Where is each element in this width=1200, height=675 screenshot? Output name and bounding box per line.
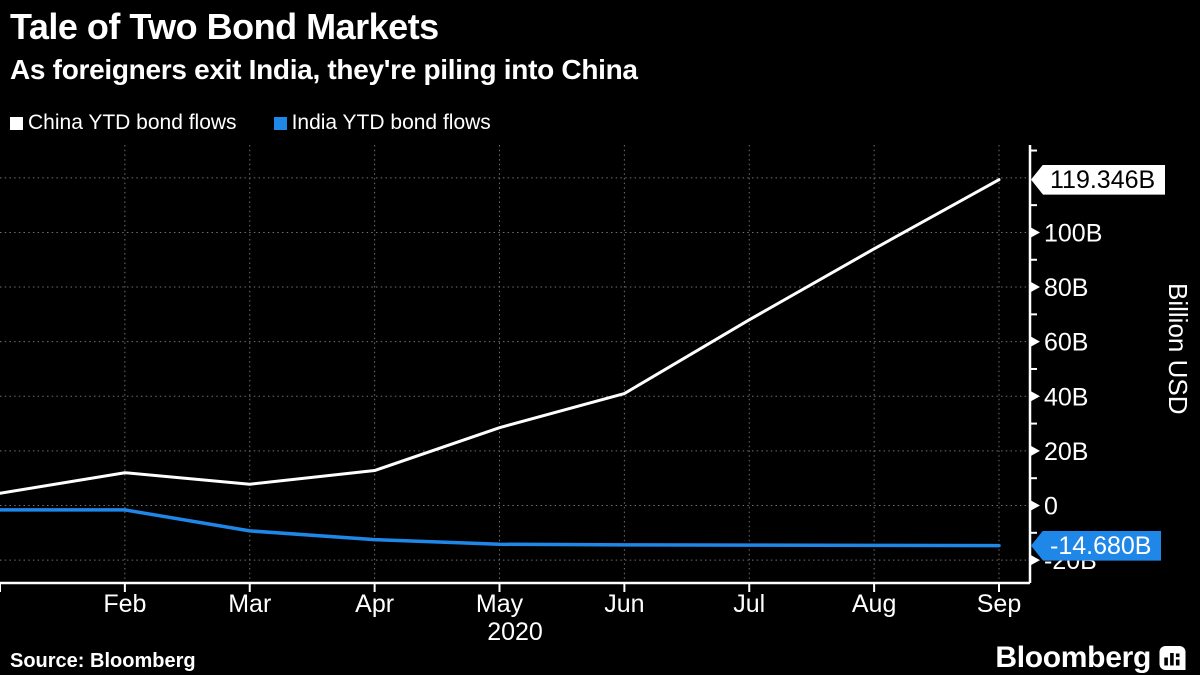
- legend-item-china: China YTD bond flows: [10, 111, 237, 135]
- chart-legend: China YTD bond flows India YTD bond flow…: [10, 111, 491, 135]
- chart-subtitle: As foreigners exit India, they're piling…: [10, 54, 638, 85]
- china-end-value-badge: 119.346B: [1031, 164, 1166, 195]
- china-swatch-icon: [10, 116, 23, 130]
- x-tick-label: Aug: [852, 590, 896, 618]
- page-title: Tale of Two Bond Markets: [10, 6, 439, 47]
- x-tick-label: Apr: [355, 590, 394, 618]
- y-tick-label: 60B: [1044, 329, 1088, 357]
- legend-label-india: India YTD bond flows: [291, 111, 491, 134]
- y-tick-arrow-icon: [1030, 554, 1040, 566]
- y-tick-arrow-icon: [1030, 226, 1040, 238]
- y-tick-label: 80B: [1044, 274, 1088, 302]
- y-tick-arrow-icon: [1030, 390, 1040, 402]
- legend-label-china: China YTD bond flows: [28, 111, 237, 134]
- x-tick-label: Mar: [228, 590, 271, 618]
- bloomberg-logo-icon: [1159, 645, 1186, 670]
- x-tick-label: May: [476, 590, 524, 618]
- india-line: [0, 508, 1001, 548]
- y-tick-arrow-icon: [1030, 281, 1040, 293]
- india-swatch-icon: [273, 116, 287, 130]
- india-end-value: -14.680B: [1050, 531, 1152, 560]
- y-tick-label: 40B: [1044, 383, 1088, 411]
- x-tick-label: Jul: [733, 590, 765, 618]
- bloomberg-logo: Bloomberg: [995, 641, 1186, 675]
- x-axis-year-label: 2020: [487, 618, 543, 646]
- x-tick-label: Feb: [103, 590, 146, 618]
- legend-item-india: India YTD bond flows: [273, 111, 491, 135]
- y-tick-label: 20B: [1044, 438, 1088, 466]
- india-end-value-badge: -14.680B: [1031, 530, 1162, 561]
- x-tick-label: Sep: [977, 590, 1021, 618]
- china-line: [0, 178, 1001, 495]
- y-axis-title: Billion USD: [1163, 283, 1193, 415]
- y-tick-label: 100B: [1044, 219, 1102, 247]
- bloomberg-logo-text: Bloomberg: [995, 641, 1151, 674]
- source-attribution: Source: Bloomberg: [10, 650, 196, 672]
- y-tick-arrow-icon: [1030, 445, 1040, 457]
- china-end-value: 119.346B: [1050, 165, 1156, 194]
- y-tick-arrow-icon: [1030, 500, 1040, 511]
- y-tick-arrow-icon: [1030, 336, 1040, 348]
- x-tick-label: Jun: [604, 590, 644, 618]
- y-tick-label: 0: [1044, 493, 1058, 521]
